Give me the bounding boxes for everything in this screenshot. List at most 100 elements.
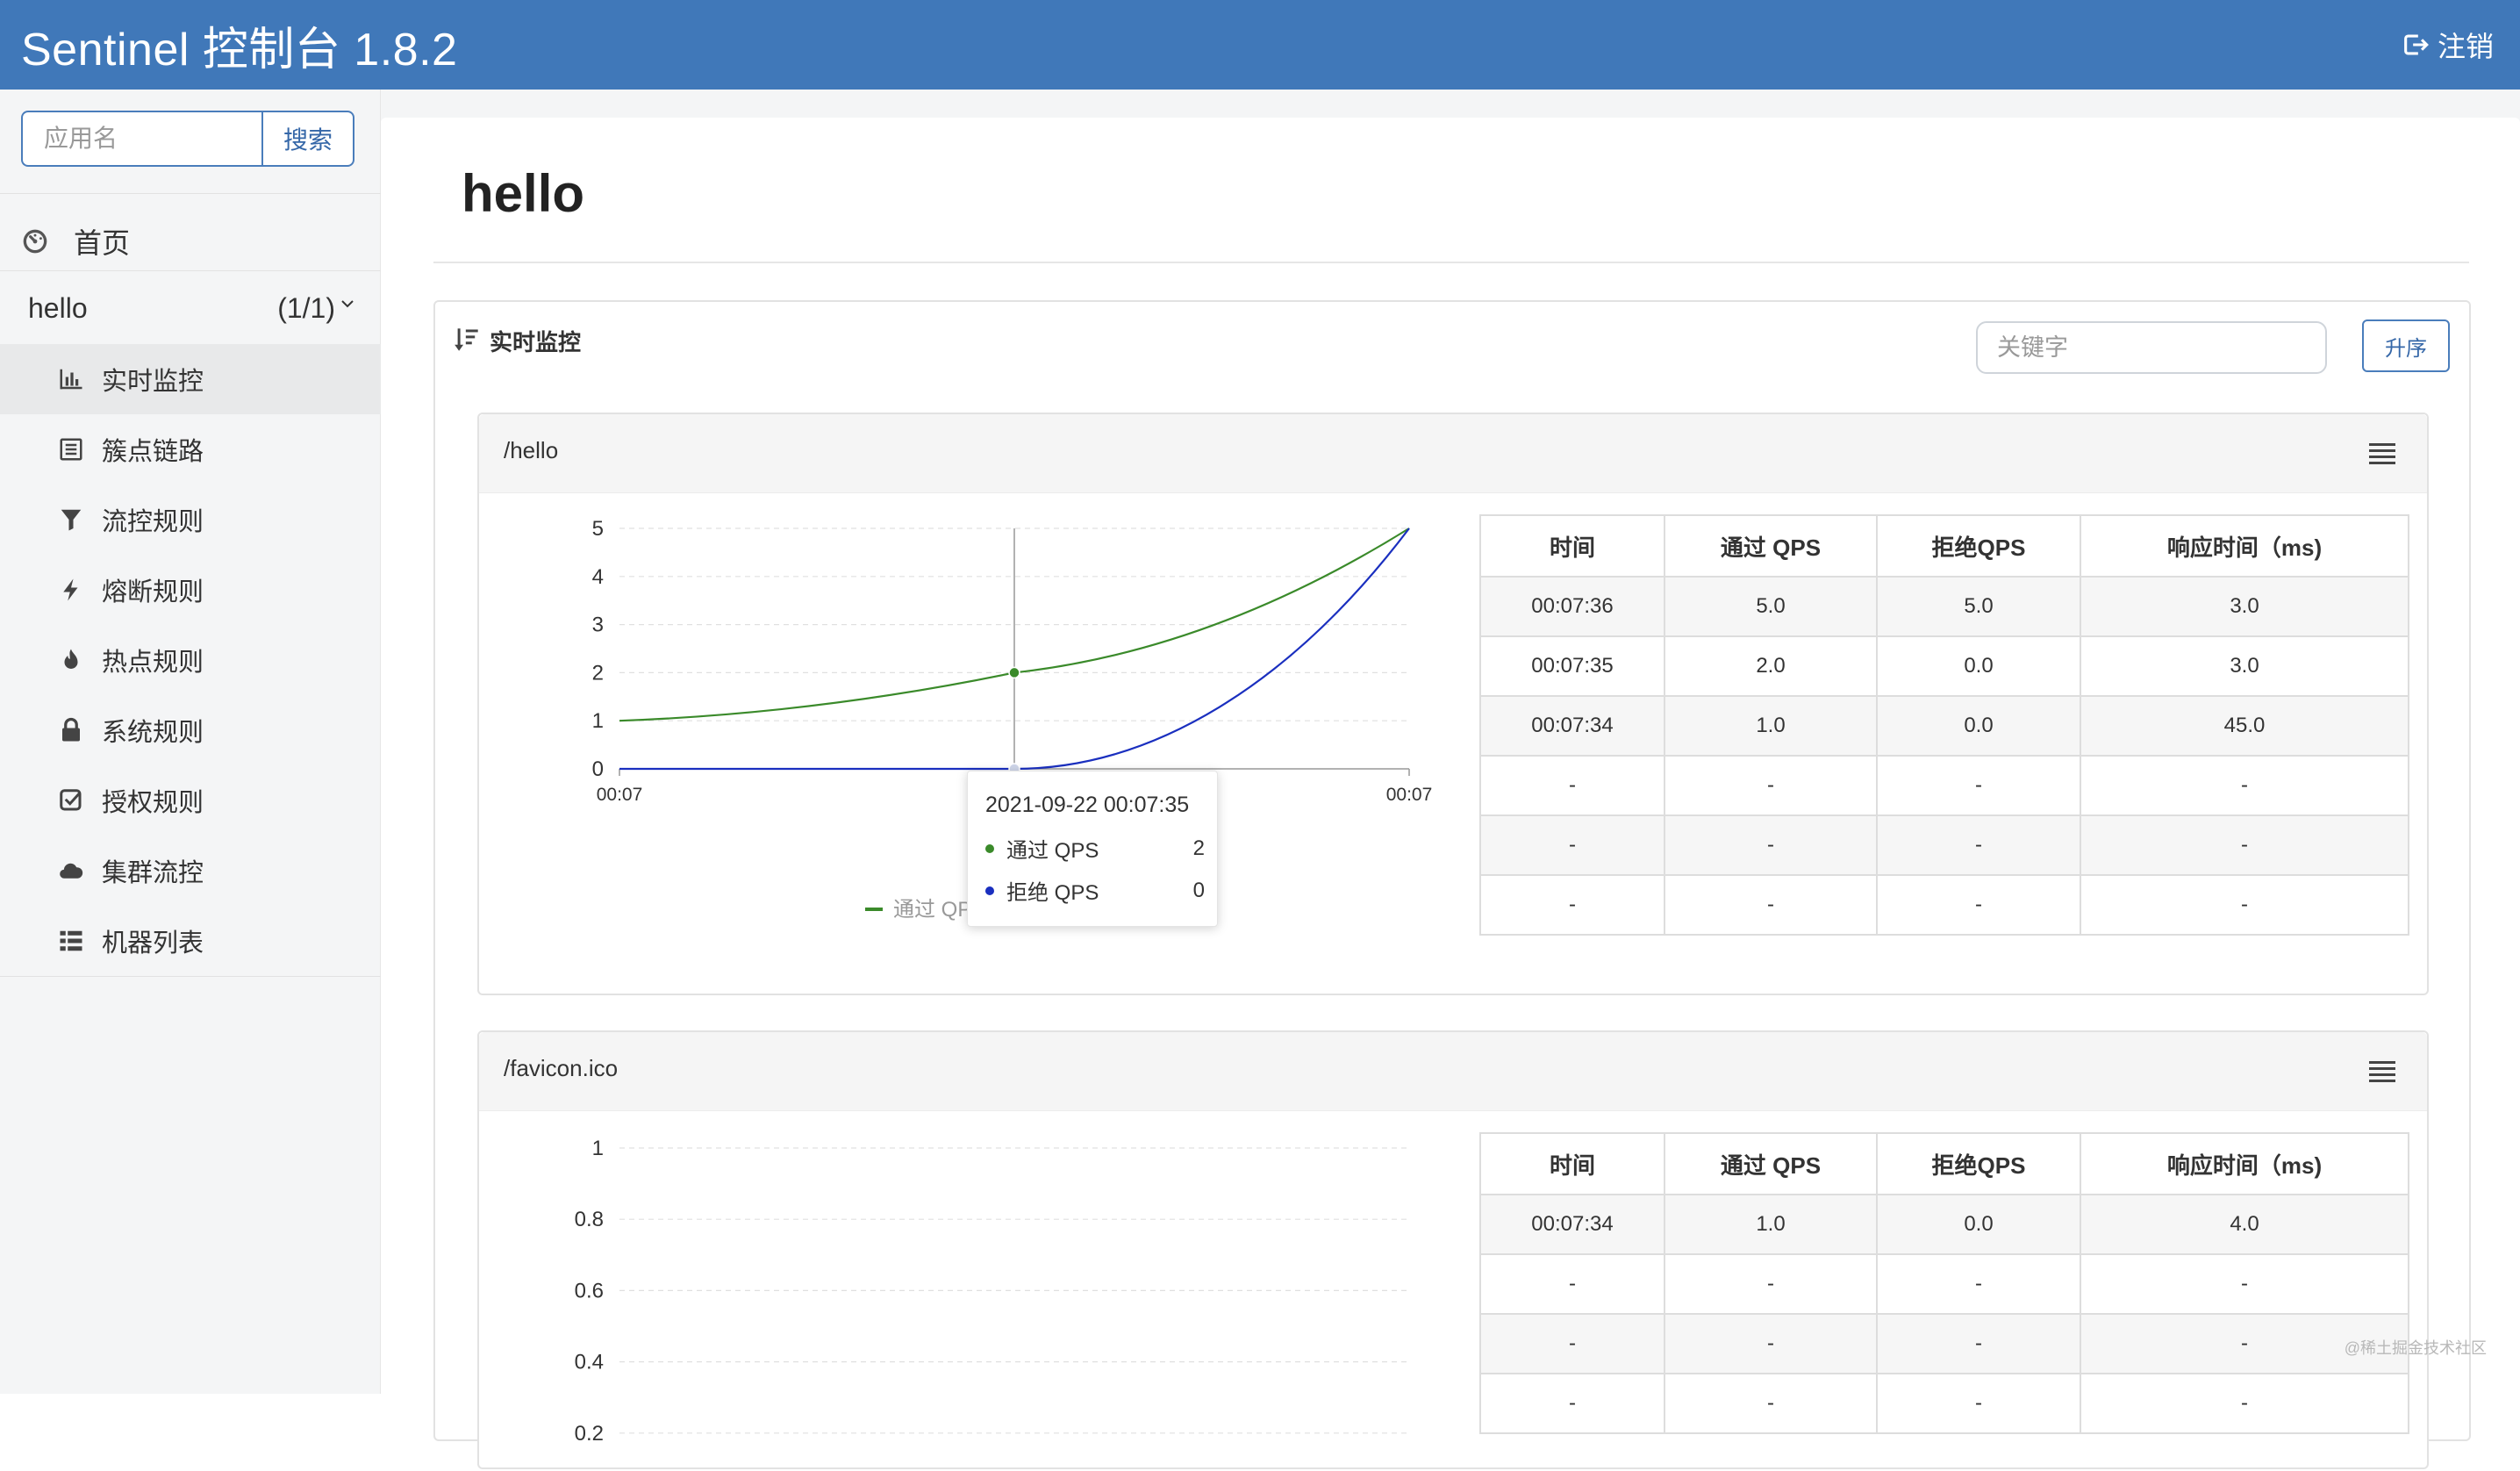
bar-chart-icon [58,366,84,392]
y-tick-label: 0.4 [575,1351,604,1374]
sidebar-item-flow-rules[interactable]: 流控规则 [0,484,381,555]
sidebar-item-label: 授权规则 [102,782,204,819]
app-name: hello [28,292,88,325]
y-tick-label: 0.8 [575,1208,604,1231]
table-cell: - [1877,1254,2080,1314]
table-cell: - [1480,756,1664,815]
resource-name: /hello [504,437,558,464]
tooltip-series-value: 0 [1193,879,1205,903]
logout-label: 注销 [2438,25,2494,65]
sidebar-item-machine-list[interactable]: 机器列表 [0,906,381,976]
y-tick-label: 1 [592,709,604,733]
title-divider [433,262,2469,263]
table-row: ---- [1480,756,2409,815]
sidebar-item-cluster-point-link[interactable]: 簇点链路 [0,414,381,484]
sidebar-item-degrade-rules[interactable]: 熔断规则 [0,555,381,625]
y-tick-label: 4 [592,565,604,589]
sidebar-item-label: 机器列表 [102,922,204,959]
tooltip-series-value: 2 [1193,836,1205,861]
table-cell: - [1664,1314,1877,1374]
table-header-cell: 时间 [1480,1133,1664,1195]
sort-ascending-button[interactable]: 升序 [2362,319,2450,372]
table-cell: 2.0 [1664,636,1877,696]
table-cell: 0.0 [1877,696,2080,756]
table-cell: - [1664,756,1877,815]
sidebar-item-system-rules[interactable]: 系统规则 [0,695,381,765]
y-tick-label: 0.6 [575,1279,604,1302]
sidebar-item-label: 实时监控 [102,361,204,398]
table-cell: - [1877,756,2080,815]
table-cell: - [2080,1374,2409,1433]
table-cell: 1.0 [1664,1195,1877,1254]
table-cell: - [1877,875,2080,935]
y-tick-label: 5 [592,517,604,541]
series-dot [985,844,994,853]
table-header-cell: 响应时间（ms) [2080,1133,2409,1195]
sidebar-item-authority-rules[interactable]: 授权规则 [0,765,381,836]
sidebar-item-cluster-flow[interactable]: 集群流控 [0,836,381,906]
x-tick-label: 00:07 [1386,785,1433,805]
tooltip-row-pass: 通过 QPS 2 [985,833,1205,864]
sidebar-item-label: 热点规则 [102,642,204,678]
sidebar-item-home[interactable]: 首页 [21,211,130,272]
table-cell: 3.0 [2080,636,2409,696]
qps-line-chart[interactable]: 0.20.40.60.81 [514,1120,1444,1471]
table-header-cell: 时间 [1480,515,1664,577]
table-cell: - [1480,815,1664,875]
table-cell: - [2080,1254,2409,1314]
keyword-input[interactable] [1976,321,2327,374]
table-cell: - [1664,875,1877,935]
sidebar-menu: 实时监控 簇点链路 流控规则 熔断规则 热点规则 [0,344,381,976]
table-cell: - [1664,1374,1877,1433]
sidebar-item-hotspot-rules[interactable]: 热点规则 [0,625,381,695]
table-row: ---- [1480,1254,2409,1314]
sidebar-app-hello[interactable]: hello (1/1) [0,272,381,344]
sidebar-divider [0,193,381,194]
table-cell: 1.0 [1664,696,1877,756]
y-tick-label: 3 [592,614,604,637]
y-tick-label: 0.2 [575,1422,604,1446]
table-cell: 00:07:34 [1480,696,1664,756]
table-header-cell: 通过 QPS [1664,1133,1877,1195]
sidebar-item-label: 系统规则 [102,712,204,749]
table-cell: - [1664,815,1877,875]
table-cell: 0.0 [1877,1195,2080,1254]
sidebar-item-label: 熔断规则 [102,571,204,608]
table-row: ---- [1480,815,2409,875]
menu-icon[interactable] [2369,441,2395,465]
app-search-button[interactable]: 搜索 [261,111,354,167]
table-cell: - [1877,1314,2080,1374]
table-cell: 45.0 [2080,696,2409,756]
table-header-cell: 响应时间（ms) [2080,515,2409,577]
app-search-input[interactable] [21,111,261,167]
table-row: ---- [1480,1374,2409,1433]
cloud-icon [58,857,84,884]
check-icon [58,787,84,814]
dashboard-icon [21,227,49,255]
tooltip-row-block: 拒绝 QPS 0 [985,875,1205,906]
th-list-icon [58,928,84,954]
section-title: 实时监控 [490,325,581,357]
tooltip-series-name: 拒绝 QPS [1006,875,1099,906]
logout-button[interactable]: 注销 [2401,25,2494,65]
table-cell: 5.0 [1877,577,2080,636]
app-title[interactable]: Sentinel 控制台 1.8.2 [21,12,457,78]
menu-icon[interactable] [2369,1058,2395,1083]
table-cell: - [1664,1254,1877,1314]
table-cell: - [2080,815,2409,875]
table-cell: 5.0 [1664,577,1877,636]
sidebar-item-realtime-monitor[interactable]: 实时监控 [0,344,381,414]
sidebar-item-label: 首页 [74,221,130,262]
app-machine-count-wrap: (1/1) [277,292,356,325]
fire-icon [58,647,84,673]
chevron-down-icon [339,295,356,312]
logout-icon [2401,30,2431,60]
